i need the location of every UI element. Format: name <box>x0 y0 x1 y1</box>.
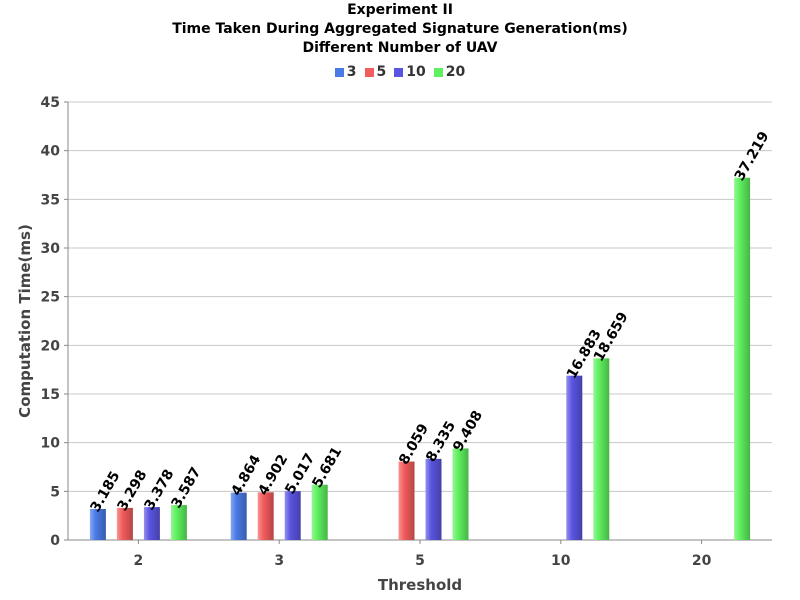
x-tick-label: 20 <box>692 553 712 569</box>
data-label: 3.587 <box>169 465 205 511</box>
y-axis-title: Computation Time(ms) <box>16 224 34 418</box>
legend-label: 20 <box>445 64 466 80</box>
bar-20-20 <box>734 177 751 541</box>
y-tick-label: 45 <box>41 95 60 111</box>
y-tick-label: 30 <box>41 241 61 257</box>
legend-swatch <box>433 67 443 77</box>
legend-label: 5 <box>376 64 387 80</box>
data-label: 5.681 <box>309 444 345 490</box>
y-tick-label: 15 <box>41 387 60 403</box>
chart-title-line-2: Time Taken During Aggregated Signature G… <box>172 21 628 37</box>
bar-3-3 <box>230 492 247 540</box>
x-tick-label: 5 <box>415 553 425 569</box>
bar-10-3 <box>284 491 301 540</box>
y-tick-label: 10 <box>41 436 61 452</box>
data-label: 37.219 <box>732 129 773 184</box>
bar-20-5 <box>452 448 469 540</box>
bar-20-10 <box>593 358 610 540</box>
chart-title-line-1: Experiment II <box>347 2 453 18</box>
y-tick-label: 20 <box>41 338 61 354</box>
x-tick-label: 3 <box>274 553 284 569</box>
legend-label: 3 <box>346 64 357 80</box>
bar-10-5 <box>425 458 442 540</box>
x-tick-label: 2 <box>134 553 144 569</box>
y-tick-label: 25 <box>41 290 60 306</box>
bar-20-3 <box>311 484 328 540</box>
y-tick-label: 0 <box>50 533 60 549</box>
bar-5-2 <box>116 507 133 540</box>
bar-5-3 <box>257 492 274 540</box>
legend-item-10: 10 <box>394 64 426 80</box>
legend-item-5: 5 <box>364 64 387 80</box>
legend-label: 10 <box>406 64 426 80</box>
x-axis-title: Threshold <box>378 576 462 594</box>
x-tick-label: 10 <box>551 553 571 569</box>
chart-legend: 3 5 10 20 <box>0 64 800 80</box>
bar-10-2 <box>143 507 160 540</box>
bar-20-2 <box>170 505 187 540</box>
legend-swatch <box>364 67 374 77</box>
y-tick-label: 40 <box>41 144 61 160</box>
legend-swatch <box>394 67 404 77</box>
y-tick-label: 5 <box>50 484 60 500</box>
legend-swatch <box>334 67 344 77</box>
legend-item-20: 20 <box>433 64 466 80</box>
legend-item-3: 3 <box>334 64 357 80</box>
bar-5-5 <box>398 461 415 540</box>
bar-3-2 <box>89 508 106 540</box>
bar-10-10 <box>566 375 583 540</box>
chart-title-line-3: Different Number of UAV <box>302 40 498 56</box>
y-tick-label: 35 <box>41 192 60 208</box>
